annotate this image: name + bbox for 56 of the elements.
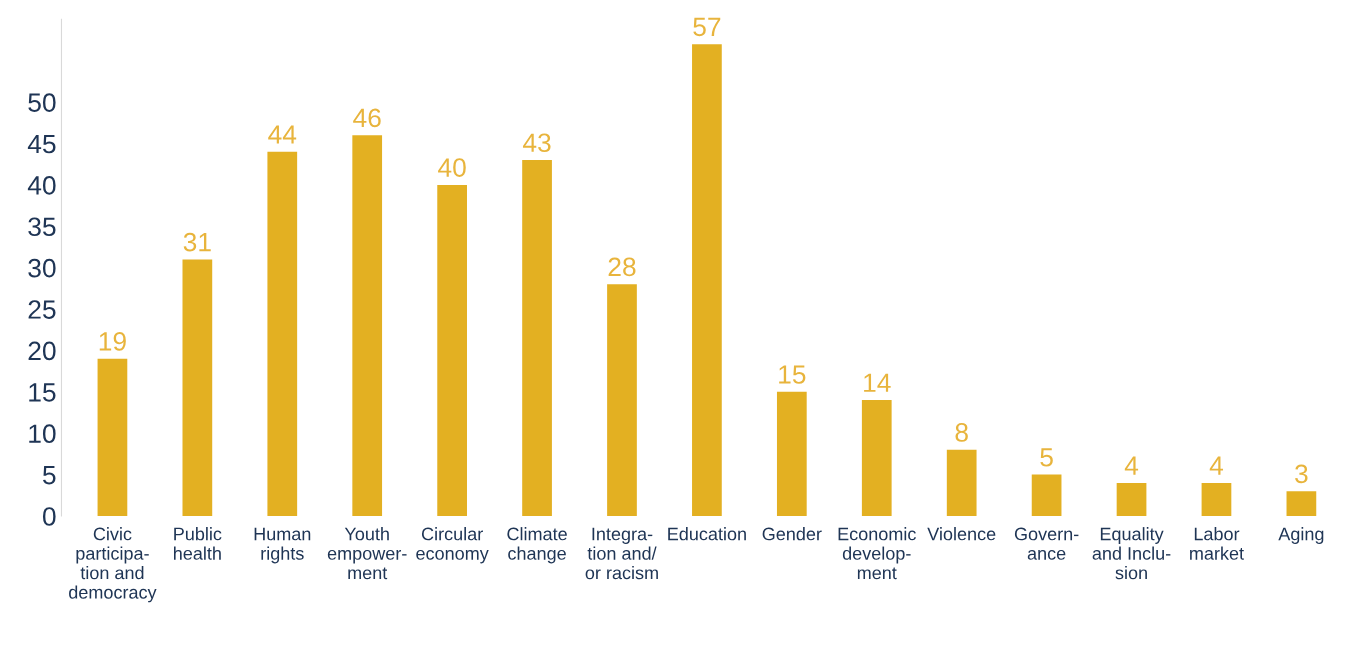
- x-tick-label: Aging: [1278, 527, 1324, 544]
- bar: [522, 160, 552, 516]
- bar: [776, 391, 807, 516]
- bar: [1286, 491, 1317, 516]
- x-tick-label: Circular economy: [416, 527, 489, 564]
- data-label: 8: [955, 423, 968, 442]
- bar: [97, 358, 128, 516]
- bar: [437, 184, 467, 516]
- y-tick-label: 45: [27, 134, 56, 154]
- bar: [1031, 474, 1062, 516]
- bar: [267, 151, 298, 516]
- y-tick-label: 20: [28, 341, 56, 361]
- data-label: 3: [1295, 464, 1308, 484]
- x-tick-label: Violence: [927, 527, 996, 541]
- bar: [352, 135, 383, 516]
- bar: [1201, 482, 1232, 516]
- data-label: 19: [99, 332, 126, 351]
- y-tick-label: 25: [28, 300, 56, 319]
- data-label: 43: [522, 133, 551, 153]
- data-label: 4: [1124, 456, 1139, 475]
- x-tick-label: Economic develop- ment: [838, 527, 916, 580]
- bar: [692, 44, 722, 516]
- data-label: 57: [693, 17, 721, 37]
- x-tick-label: Human rights: [254, 527, 311, 564]
- x-tick-label: Equality and Inclu- sion: [1092, 527, 1171, 580]
- x-tick-label: Integra- tion and/ or racism: [585, 527, 658, 580]
- y-tick-label: 35: [28, 217, 56, 237]
- y-tick-label: 30: [28, 258, 56, 278]
- data-label: 31: [183, 232, 211, 252]
- data-label: 4: [1209, 456, 1224, 475]
- y-tick-label: 40: [27, 176, 56, 195]
- data-label: 46: [353, 108, 381, 128]
- y-tick-label: 5: [42, 466, 56, 485]
- data-label: 40: [438, 158, 466, 177]
- bar: [1116, 482, 1147, 516]
- bar: [182, 259, 213, 516]
- y-tick-label: 15: [29, 383, 56, 402]
- data-label: 28: [608, 257, 636, 277]
- x-tick-label: Public health: [174, 527, 222, 560]
- data-label: 15: [779, 365, 806, 384]
- x-tick-label: Education: [668, 527, 746, 541]
- x-tick-label: Govern- ance: [1014, 527, 1079, 560]
- x-tick-label: Civic participa- tion and democracy: [69, 527, 157, 603]
- y-tick-label: 10: [29, 424, 56, 444]
- data-label: 44: [268, 125, 297, 144]
- x-tick-label: Labor market: [1190, 527, 1244, 560]
- bar: [861, 400, 892, 516]
- x-tick-label: Climate change: [507, 527, 567, 564]
- x-tick-label: Gender: [762, 527, 822, 541]
- bar: [607, 284, 637, 516]
- data-label: 5: [1040, 448, 1053, 467]
- y-tick-label: 50: [28, 93, 56, 112]
- bar: [946, 449, 977, 516]
- x-tick-label: Youth empower- ment: [327, 527, 407, 580]
- y-tick-label: 0: [42, 507, 56, 526]
- data-label: 14: [864, 373, 891, 392]
